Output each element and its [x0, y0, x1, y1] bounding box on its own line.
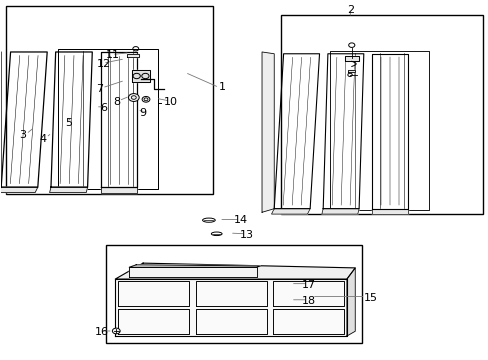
Text: 10: 10: [163, 97, 178, 107]
Polygon shape: [371, 209, 407, 214]
Text: 2: 2: [346, 5, 353, 15]
Text: 18: 18: [302, 296, 316, 306]
Polygon shape: [115, 279, 346, 336]
Text: 8: 8: [113, 97, 120, 107]
Text: 15: 15: [363, 293, 377, 303]
Circle shape: [128, 94, 139, 102]
Polygon shape: [195, 309, 266, 334]
Text: 16: 16: [95, 327, 109, 337]
Polygon shape: [347, 70, 355, 72]
Circle shape: [142, 96, 150, 102]
Polygon shape: [195, 281, 266, 306]
Bar: [105, 244, 361, 343]
Bar: [5, 6, 212, 194]
Text: 7: 7: [96, 84, 102, 94]
Text: 5: 5: [65, 118, 72, 128]
Text: 1: 1: [219, 82, 225, 93]
Polygon shape: [50, 187, 87, 193]
Text: 9: 9: [140, 108, 146, 118]
Polygon shape: [115, 263, 354, 279]
Polygon shape: [0, 187, 38, 193]
Text: 14: 14: [233, 215, 247, 225]
Text: 3: 3: [19, 130, 26, 140]
Circle shape: [112, 328, 120, 334]
Polygon shape: [118, 281, 189, 306]
Polygon shape: [129, 265, 260, 267]
Bar: [281, 15, 483, 214]
Text: 12: 12: [97, 59, 111, 69]
Text: 4: 4: [40, 134, 47, 144]
Polygon shape: [132, 69, 149, 82]
Text: 11: 11: [105, 50, 119, 60]
Polygon shape: [321, 209, 358, 214]
Polygon shape: [344, 56, 358, 61]
Polygon shape: [129, 267, 256, 278]
Polygon shape: [262, 52, 274, 212]
Text: 17: 17: [302, 280, 316, 290]
Text: 13: 13: [239, 230, 253, 240]
Polygon shape: [0, 50, 1, 191]
Polygon shape: [127, 54, 139, 57]
Polygon shape: [101, 187, 137, 193]
Polygon shape: [272, 281, 343, 306]
Polygon shape: [346, 268, 354, 336]
Polygon shape: [271, 209, 309, 214]
Text: 6: 6: [101, 103, 107, 113]
Polygon shape: [272, 309, 343, 334]
Polygon shape: [118, 309, 189, 334]
